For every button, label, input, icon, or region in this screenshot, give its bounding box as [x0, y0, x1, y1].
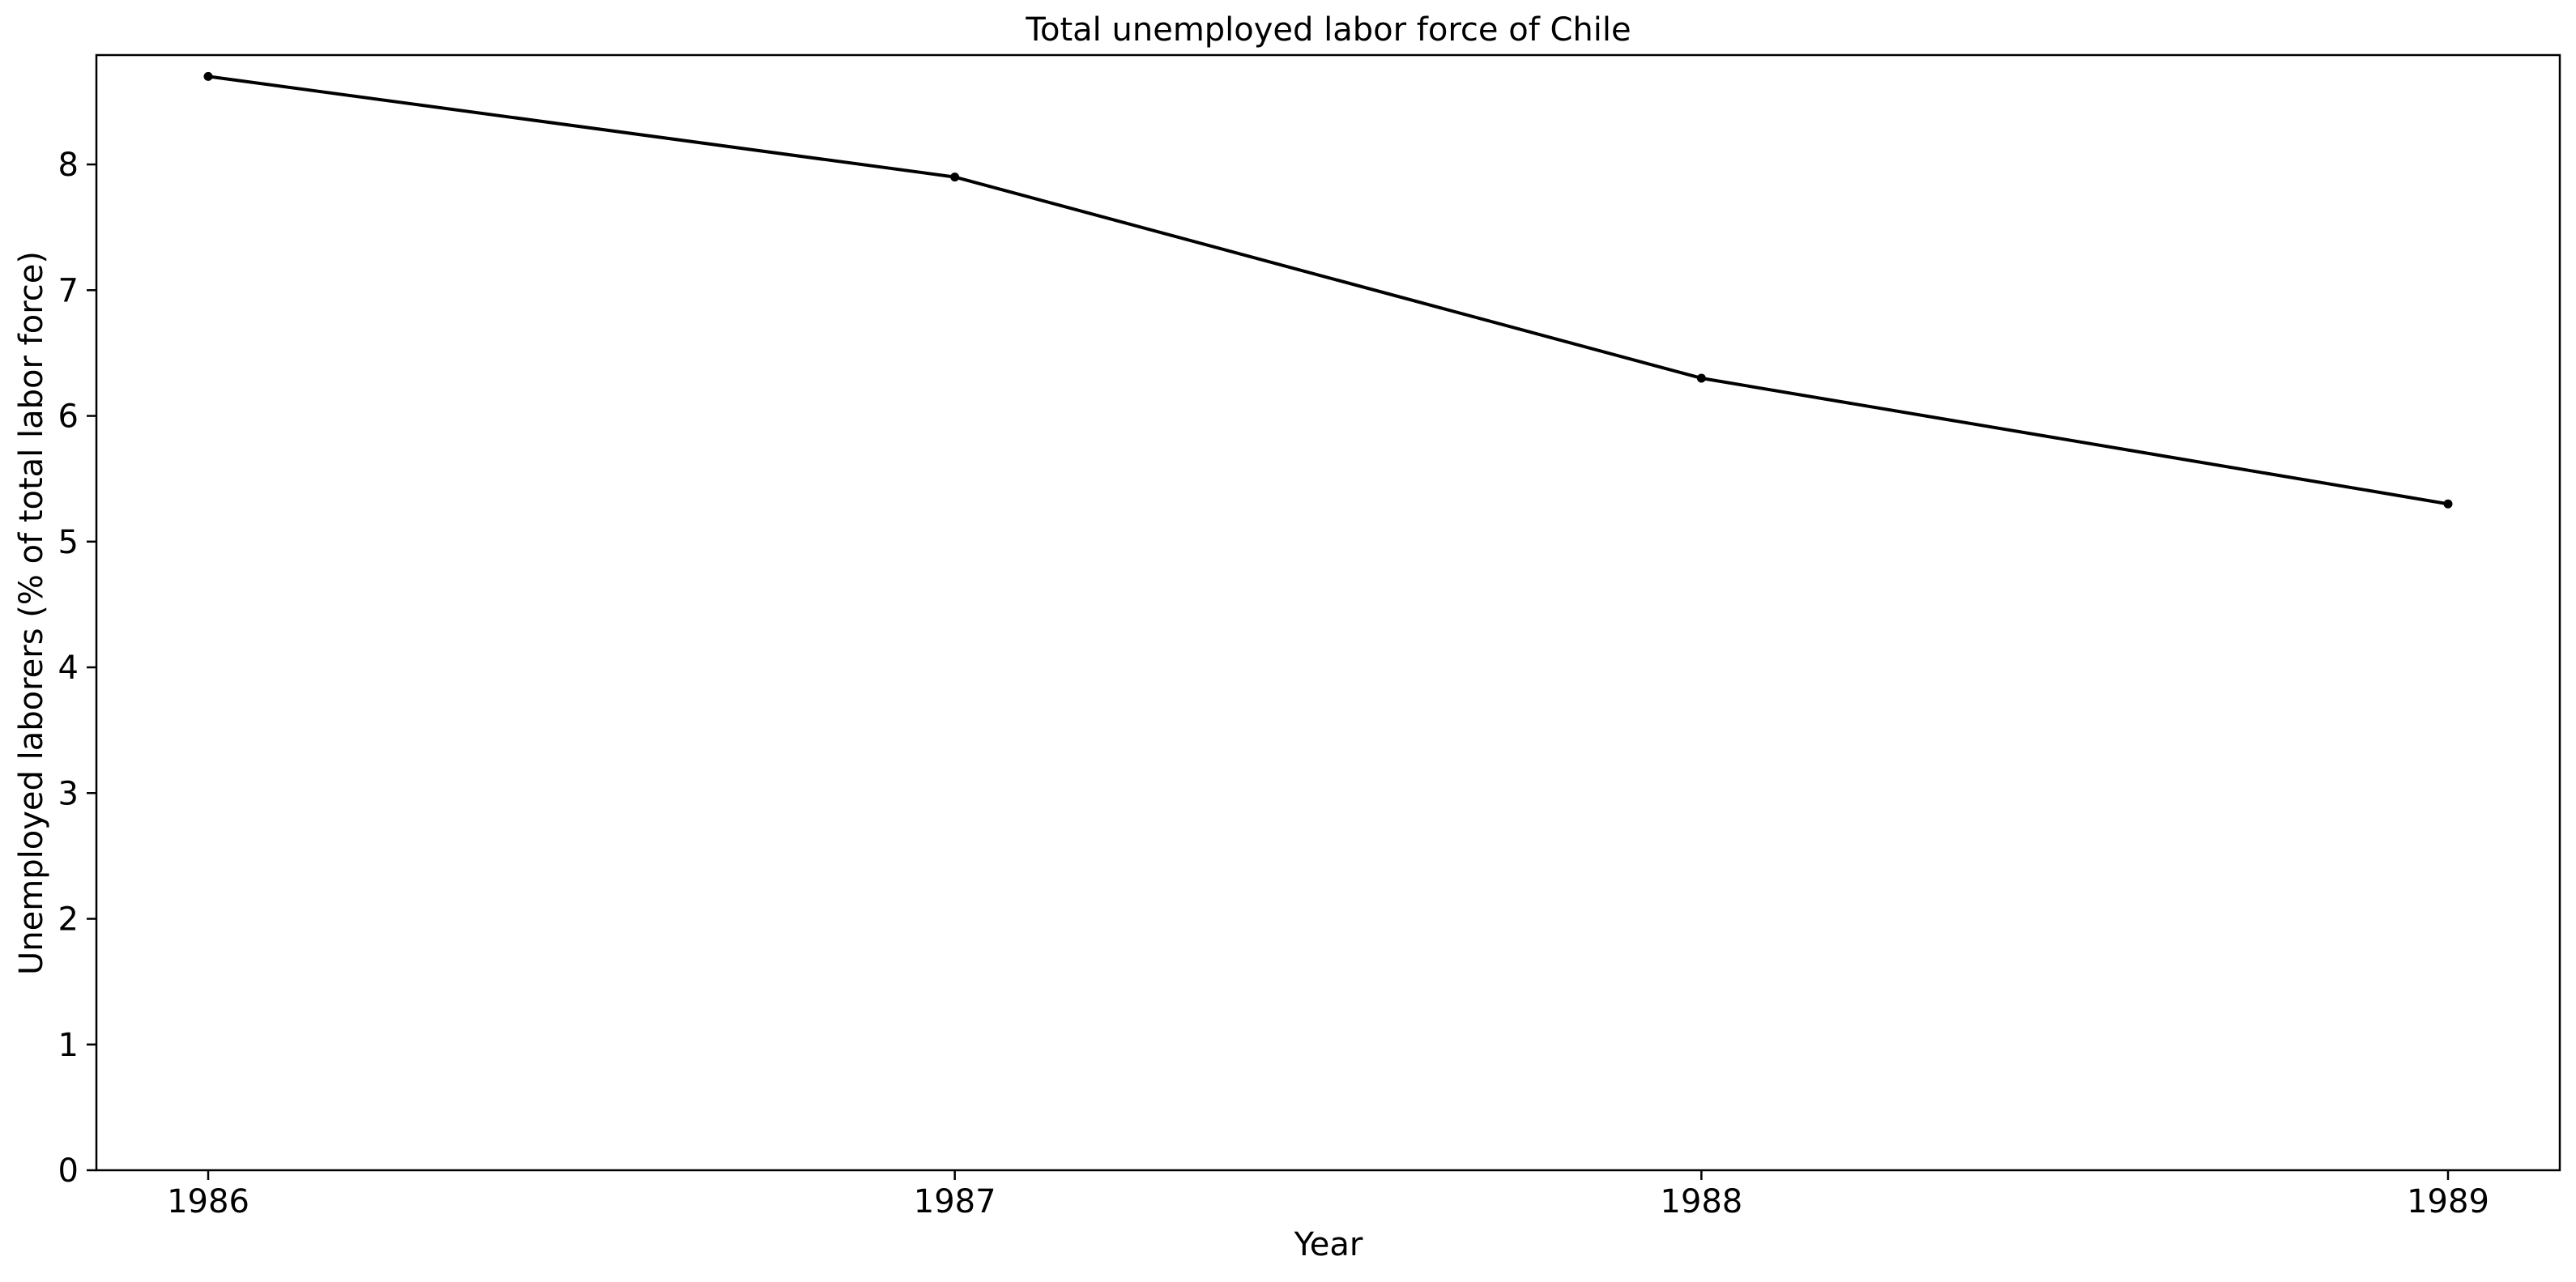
x-axis: 1986 1987 1988 1989 [167, 1170, 2489, 1220]
y-tick-label: 4 [58, 650, 79, 687]
series-layer [203, 71, 2453, 509]
data-point [950, 172, 960, 182]
y-tick-label: 7 [58, 272, 79, 309]
y-axis: 0 1 2 3 4 5 6 7 8 [58, 147, 96, 1190]
y-tick-label: 8 [58, 147, 79, 184]
series-line [207, 75, 2450, 506]
data-point [1696, 373, 1706, 383]
y-tick-label: 1 [58, 1027, 79, 1064]
x-tick-label: 1988 [1660, 1183, 1742, 1220]
chart-title: Total unemployed labor force of Chile [1025, 11, 1631, 49]
data-point [203, 71, 213, 81]
y-tick-label: 6 [58, 398, 79, 436]
y-tick-label: 5 [58, 524, 79, 561]
x-tick-label: 1987 [914, 1183, 996, 1220]
y-tick-label: 0 [58, 1152, 79, 1190]
plot-area-frame [95, 53, 2561, 1172]
y-tick-label: 2 [58, 901, 79, 939]
y-axis-label: Unemployed laborers (% of total labor fo… [13, 251, 50, 975]
x-tick-label: 1986 [167, 1183, 249, 1220]
data-point [2443, 499, 2453, 509]
y-tick-label: 3 [58, 775, 79, 812]
x-axis-label: Year [1294, 1226, 1363, 1263]
x-tick-label: 1989 [2407, 1183, 2489, 1220]
